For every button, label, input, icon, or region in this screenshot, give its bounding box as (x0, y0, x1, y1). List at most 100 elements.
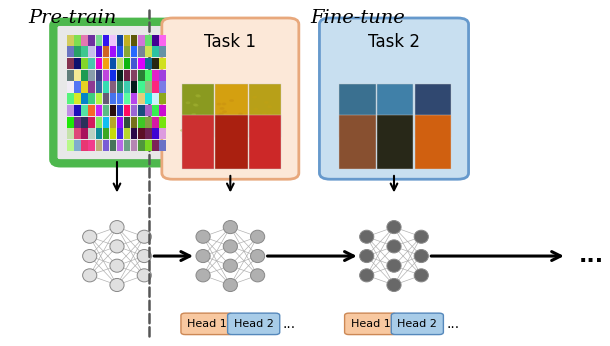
Bar (131, 128, 137, 139)
Ellipse shape (387, 240, 401, 253)
Text: Head 1: Head 1 (187, 319, 227, 329)
Circle shape (267, 118, 272, 121)
Bar (110, 46, 117, 57)
Bar (102, 70, 109, 81)
Circle shape (184, 117, 189, 120)
Ellipse shape (137, 269, 151, 282)
Bar (152, 105, 159, 116)
Bar (138, 70, 145, 81)
Bar (96, 140, 102, 151)
Circle shape (254, 108, 259, 110)
Bar (110, 58, 117, 69)
Text: ...: ... (579, 246, 604, 266)
Bar (117, 70, 123, 81)
Bar (82, 35, 88, 46)
Bar (102, 35, 109, 46)
Circle shape (265, 134, 270, 136)
Circle shape (187, 119, 192, 122)
Bar (74, 46, 81, 57)
Bar (159, 70, 166, 81)
Bar (82, 70, 88, 81)
Bar (152, 140, 159, 151)
Bar (159, 140, 166, 151)
Bar (82, 128, 88, 139)
FancyBboxPatch shape (181, 313, 233, 335)
Bar (377, 84, 414, 137)
Bar (152, 35, 159, 46)
Ellipse shape (414, 230, 428, 243)
Circle shape (187, 123, 192, 126)
Bar (67, 35, 74, 46)
Bar (159, 128, 166, 139)
Bar (152, 58, 159, 69)
Ellipse shape (223, 220, 237, 234)
Ellipse shape (82, 249, 97, 263)
Ellipse shape (223, 259, 237, 272)
Bar (182, 84, 214, 137)
Ellipse shape (360, 230, 374, 243)
Bar (152, 117, 159, 128)
Bar (88, 58, 95, 69)
Bar (145, 58, 151, 69)
Ellipse shape (137, 230, 151, 243)
FancyBboxPatch shape (345, 313, 396, 335)
Bar (117, 128, 123, 139)
Text: ...: ... (283, 317, 296, 331)
Bar (159, 58, 166, 69)
Bar (82, 46, 88, 57)
Bar (145, 93, 151, 104)
Bar (67, 93, 74, 104)
Bar (74, 58, 81, 69)
Bar (131, 70, 137, 81)
Circle shape (237, 122, 242, 125)
Bar (138, 35, 145, 46)
Bar (74, 70, 81, 81)
Bar (88, 93, 95, 104)
Circle shape (187, 115, 192, 118)
Circle shape (252, 119, 257, 122)
Circle shape (194, 104, 199, 107)
Bar (138, 58, 145, 69)
Circle shape (253, 96, 257, 99)
Bar (182, 115, 214, 169)
Bar (74, 105, 81, 116)
Bar (102, 140, 109, 151)
Text: Pre-train: Pre-train (29, 9, 117, 27)
Bar (131, 140, 137, 151)
Bar (159, 46, 166, 57)
Bar (131, 46, 137, 57)
Bar (415, 84, 451, 137)
Circle shape (234, 131, 239, 134)
Circle shape (264, 101, 269, 104)
Circle shape (229, 99, 234, 102)
Circle shape (180, 129, 185, 132)
Bar (249, 84, 281, 137)
Bar (249, 115, 281, 169)
Bar (88, 81, 95, 92)
Bar (88, 35, 95, 46)
Bar (415, 115, 451, 169)
Bar (117, 46, 123, 57)
Bar (215, 115, 248, 169)
Bar (102, 117, 109, 128)
Circle shape (251, 124, 256, 126)
Bar (67, 46, 74, 57)
Circle shape (217, 103, 221, 106)
Bar (159, 93, 166, 104)
Bar (117, 81, 123, 92)
Bar (67, 128, 74, 139)
Bar (110, 140, 117, 151)
Circle shape (185, 134, 190, 136)
Circle shape (222, 110, 227, 113)
Circle shape (220, 130, 224, 133)
Bar (152, 70, 159, 81)
Bar (74, 81, 81, 92)
Circle shape (251, 116, 256, 118)
Bar (138, 93, 145, 104)
Bar (339, 84, 376, 137)
Bar (96, 128, 102, 139)
Bar (159, 81, 166, 92)
Bar (145, 81, 151, 92)
Bar (377, 115, 414, 169)
Bar (145, 117, 151, 128)
